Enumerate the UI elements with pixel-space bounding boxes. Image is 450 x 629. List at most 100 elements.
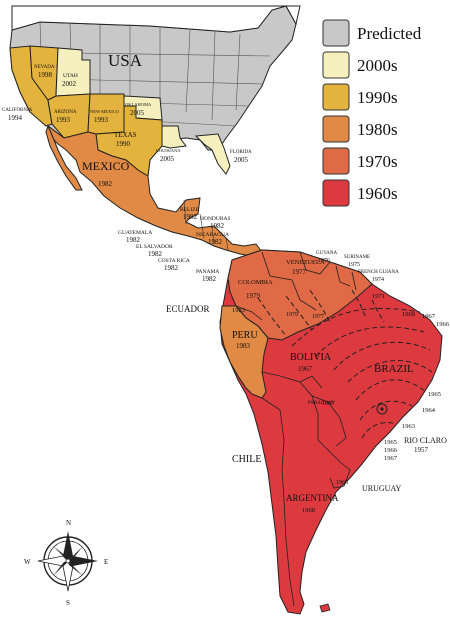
honduras-label: HONDURAS	[200, 216, 231, 222]
nicaragua-label: NICARAGUA	[196, 232, 229, 238]
baja-region	[45, 124, 83, 191]
colombia-year: 1979	[246, 292, 261, 300]
legend-label: 1960s	[357, 184, 398, 203]
legend-swatch	[322, 83, 350, 111]
utah-label: UTAH	[63, 73, 78, 79]
florida-label: FLORIDA	[230, 150, 252, 155]
compass-e: E	[104, 558, 108, 566]
legend-label: 2000s	[357, 56, 398, 75]
el-salvador-year: 1982	[148, 250, 163, 258]
peru-label: PERU	[232, 330, 258, 341]
legend-item: 1960s	[322, 179, 398, 207]
california-label: CALIFORNIA	[2, 108, 33, 113]
legend-item: 1990s	[322, 83, 398, 111]
texas-year: 1990	[116, 140, 131, 148]
utah-year: 2002	[62, 80, 77, 88]
honduras-year: 1982	[210, 222, 225, 230]
peru-year: 1983	[236, 342, 251, 350]
california-year: 1994	[8, 114, 23, 122]
legend-item: 2000s	[322, 51, 398, 79]
uruguay-year: 1968	[336, 480, 348, 486]
front-year-1968: 1968	[402, 311, 415, 318]
canada-region	[11, 5, 301, 33]
front-year-1964: 1964	[422, 407, 436, 414]
compass-n: N	[66, 519, 71, 527]
compass-w: W	[24, 558, 31, 566]
ecuador-year: 1983	[232, 307, 245, 314]
rio-claro-year: 1957	[414, 446, 429, 454]
nevada-label: NEVADA	[34, 65, 55, 70]
new-mexico-label: NEW MEXICO	[90, 109, 120, 114]
amazon-year-1977: 1977	[312, 314, 324, 320]
venezuela-label: VENEZUELA	[286, 259, 325, 266]
legend-swatch	[322, 115, 350, 143]
guatemala-year: 1982	[126, 236, 141, 244]
arizona-year: 1993	[56, 116, 71, 124]
oklahoma-label: OKLAHOMA	[125, 102, 152, 107]
central-america-borders	[183, 199, 229, 251]
front-year-1971: 1971	[372, 293, 385, 300]
legend: Predicted 2000s 1990s 1980s 1970s 1960s	[322, 19, 422, 207]
legend-swatch	[322, 179, 350, 207]
argentina-year: 1968	[302, 507, 315, 514]
paraguay-year: 1967	[322, 401, 334, 407]
panama-label: PANAMA	[196, 269, 219, 275]
uruguay-label: URUGUAY	[362, 484, 401, 493]
south-america-base	[219, 249, 443, 615]
brazil-label: BRAZIL	[374, 363, 414, 375]
spread-fronts	[257, 289, 433, 439]
legend-swatch	[322, 51, 350, 79]
legend-label: Predicted	[357, 24, 422, 43]
louisiana-label: LOUISIANA	[156, 148, 181, 153]
panama-year: 1982	[202, 275, 217, 283]
legend-item: 1970s	[322, 147, 398, 175]
el-salvador-label: EL SALVADOR	[136, 244, 173, 250]
ecuador-peru-region	[219, 305, 269, 399]
colombia-label: COLOMBIA	[238, 279, 273, 286]
french-guiana-label: FRENCH GUIANA	[358, 270, 399, 275]
mexico-year: 1982	[98, 180, 113, 188]
belize-year: 1982	[183, 213, 198, 221]
mexico-label: MEXICO	[82, 159, 130, 173]
guatemala-label: GUATEMALA	[118, 230, 152, 236]
falkland-islands	[319, 603, 331, 613]
ecuador-label: ECUADOR	[166, 304, 210, 314]
legend-item: 1980s	[322, 115, 398, 143]
usa-label: USA	[108, 51, 143, 70]
suriname-label: SURINAME	[344, 255, 370, 260]
front-year-1965a: 1965	[428, 391, 441, 398]
compass-s: S	[66, 599, 70, 607]
front-year-1967b: 1967	[384, 455, 398, 462]
north-south-america-1970s	[227, 249, 373, 341]
map-labels: USA NEVADA 1998 UTAH 2002 CALIFORNIA 199…	[2, 51, 450, 514]
argentina-label: ARGENTINA	[286, 493, 339, 503]
new-mexico-region	[87, 93, 125, 135]
texas-label: TEXAS	[114, 131, 137, 139]
legend-swatch	[322, 147, 350, 175]
front-year-1966b: 1966	[384, 447, 398, 454]
legend-swatch	[322, 19, 350, 47]
front-year-1963: 1963	[402, 423, 415, 430]
florida-year: 2005	[234, 156, 249, 164]
louisiana-region	[161, 125, 187, 149]
front-year-1967: 1967	[422, 313, 436, 320]
chile-label: CHILE	[232, 454, 261, 465]
legend-label: 1970s	[357, 152, 398, 171]
new-mexico-year: 1993	[94, 116, 109, 124]
venezuela-year: 1977	[292, 268, 307, 276]
florida-region	[194, 133, 231, 175]
costa-rica-label: COSTA RICA	[158, 258, 190, 264]
legend-label: 1980s	[357, 120, 398, 139]
nicaragua-year: 1982	[208, 238, 223, 246]
south-america-borders	[235, 251, 357, 607]
bolivia-year: 1967	[298, 365, 313, 373]
louisiana-year: 2005	[160, 155, 175, 163]
arizona-label: ARIZONA	[54, 110, 77, 115]
guyana-label: GUYANA	[316, 251, 338, 256]
suriname-year: 1975	[348, 262, 360, 268]
bolivia-label: BOLIVIA	[290, 352, 332, 363]
belize-label: BELIZE	[180, 207, 200, 213]
rio-claro-label: RIO CLARO	[404, 436, 447, 445]
amazon-year-1979: 1979	[286, 312, 298, 318]
